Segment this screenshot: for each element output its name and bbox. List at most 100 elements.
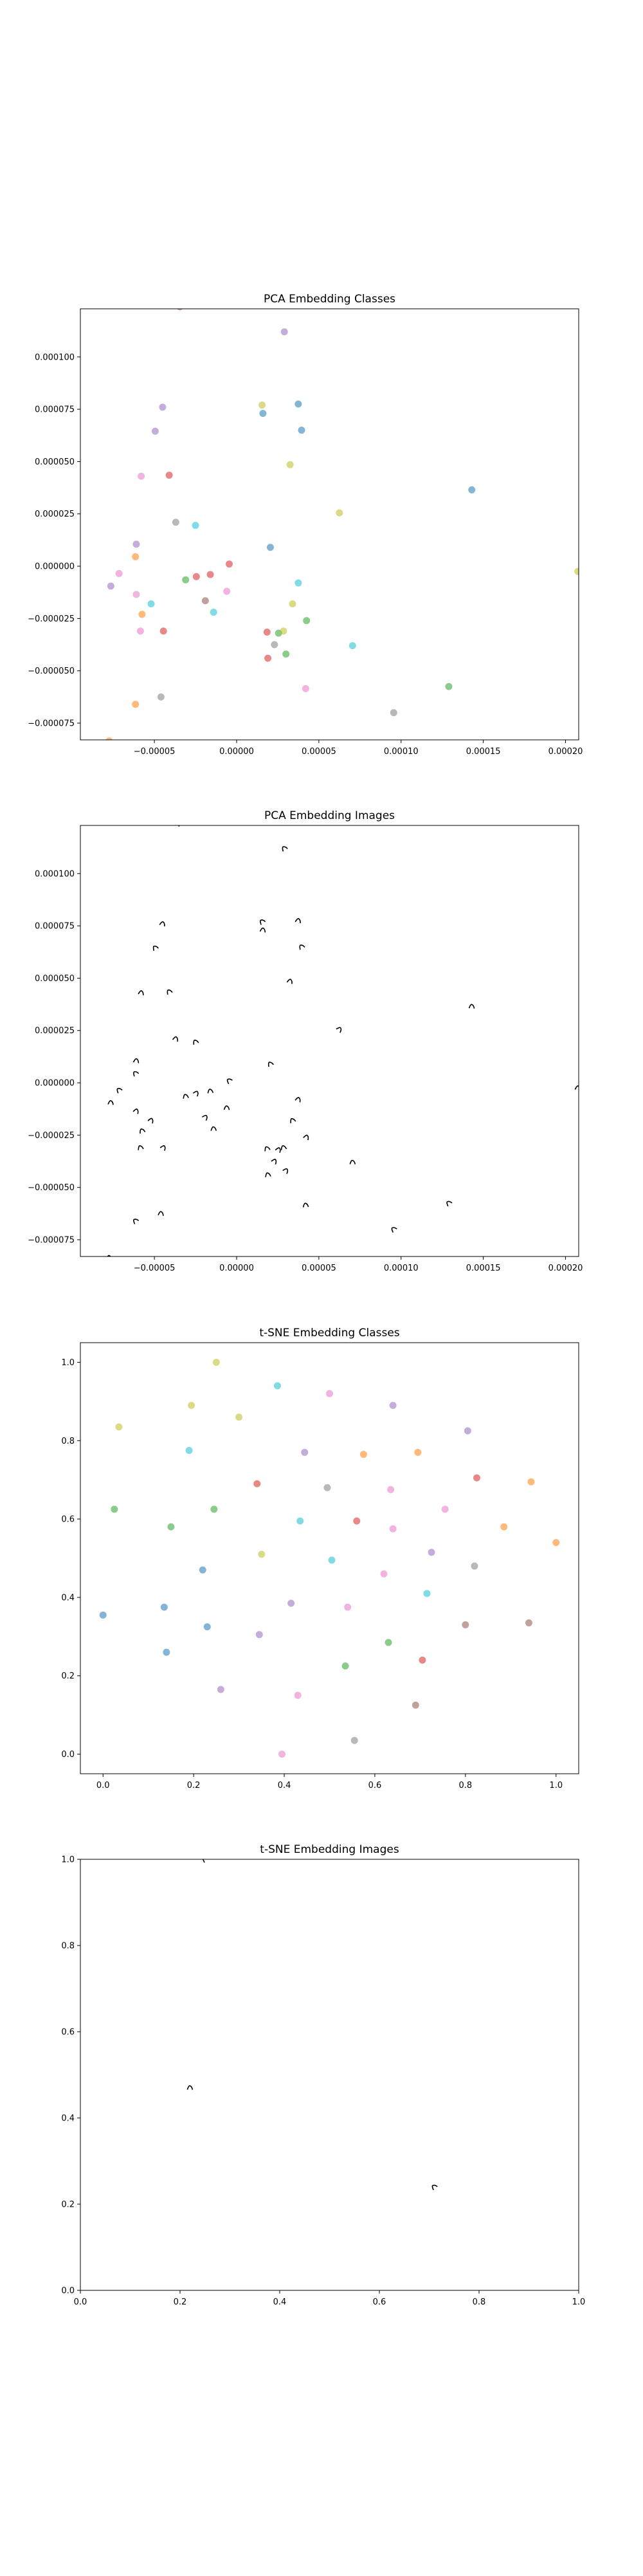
tsne-classes-point [273, 1382, 281, 1390]
tsne-classes-point [160, 1603, 168, 1611]
pca-images-image-thumbnail [138, 1145, 144, 1150]
tsne-classes-y-tick-label: 0.2 [61, 1671, 75, 1681]
pca-images-image-stroke [267, 1062, 274, 1067]
tsne-images-y-tick-label: 1.0 [61, 1855, 75, 1865]
pca-images-title: PCA Embedding Images [264, 809, 395, 822]
tsne-images-image-thumbnail [431, 2184, 438, 2191]
pca-images-panel: PCA Embedding Images −0.00005 0.00000 0.000… [28, 809, 583, 1273]
pca-images-image-stroke [336, 1027, 342, 1033]
tsne-classes-point [294, 1691, 302, 1699]
pca-classes-x-tick-label: 0.00005 [302, 747, 336, 757]
pca-images-image-thumbnail [201, 1114, 208, 1121]
tsne-classes-point [253, 1480, 261, 1487]
pca-images-image-stroke [446, 1201, 453, 1207]
pca-classes-point [294, 579, 302, 587]
pca-images-image-stroke [147, 1118, 154, 1124]
pca-classes-y-tick-label: −0.000025 [28, 614, 75, 624]
pca-classes-x-tick-label: −0.00005 [134, 747, 176, 757]
pca-images-image-thumbnail [192, 1090, 199, 1097]
pca-classes-point [390, 709, 397, 717]
tsne-classes-x-tick-label: 0.2 [187, 1781, 201, 1790]
tsne-classes-x-tick-label: 1.0 [549, 1781, 563, 1790]
pca-images-y-tick-label: −0.000050 [28, 1183, 75, 1193]
tsne-classes-point [385, 1639, 392, 1646]
pca-images-image-thumbnail [140, 1128, 146, 1134]
pca-classes-point [223, 587, 231, 595]
tsne-classes-point [389, 1525, 397, 1532]
pca-classes-title: PCA Embedding Classes [264, 293, 395, 306]
pca-images-image-thumbnail [107, 1099, 114, 1105]
pca-images-image-stroke [152, 945, 159, 952]
pca-images-image-thumbnail [158, 1211, 164, 1216]
pca-images-image-stroke [303, 1134, 309, 1141]
pca-images-image-stroke [193, 1040, 199, 1045]
tsne-classes-point [115, 1423, 123, 1431]
pca-images-image-stroke [280, 1145, 287, 1150]
pca-classes-point [201, 597, 209, 605]
pca-images-image-stroke [259, 927, 266, 933]
pca-images-image-stroke [210, 1126, 217, 1131]
pca-images-image-stroke [264, 1146, 271, 1152]
pca-images-image-thumbnail [267, 1062, 274, 1067]
pca-classes-point [159, 403, 167, 411]
pca-classes-point [298, 427, 305, 434]
tsne-classes-point [341, 1662, 349, 1670]
pca-images-image-thumbnail [183, 1094, 189, 1099]
pca-classes-point [302, 685, 309, 692]
pca-images-y-tick-label: 0.000000 [35, 1079, 75, 1089]
pca-classes-point [107, 582, 114, 590]
pca-classes-point [132, 701, 140, 708]
pca-images-x-tick-label: −0.00005 [134, 1264, 176, 1273]
pca-images-image-thumbnail [299, 944, 305, 950]
tsne-classes-title: t-SNE Embedding Classes [259, 1327, 399, 1339]
pca-images-image-thumbnail [159, 921, 165, 927]
tsne-classes-point [99, 1611, 107, 1619]
pca-images-x-tick-label: 0.00010 [384, 1264, 419, 1273]
pca-images-image-stroke [574, 1085, 579, 1090]
pca-classes-point [271, 641, 278, 649]
pca-images-image-thumbnail [294, 1097, 301, 1103]
tsne-images-x-tick-label: 0.0 [74, 2297, 87, 2307]
pca-images-image-stroke [158, 1211, 164, 1216]
pca-images-image-stroke [192, 1090, 199, 1097]
pca-images-y-tick-label: 0.000050 [35, 974, 75, 984]
pca-images-image-thumbnail [152, 945, 159, 952]
pca-classes-point [280, 328, 288, 336]
pca-images-image-stroke [159, 1145, 166, 1151]
pca-images-image-stroke [138, 990, 144, 996]
tsne-images-y-tick-label: 0.6 [61, 2028, 75, 2038]
tsne-images-y-tick-label: 0.4 [61, 2114, 75, 2124]
pca-images-axes-frame [80, 825, 579, 1257]
tsne-images-x-tick-label: 0.8 [473, 2297, 486, 2307]
tsne-classes-point [217, 1686, 224, 1693]
tsne-classes-point [296, 1517, 304, 1525]
tsne-classes-point [527, 1478, 535, 1486]
pca-classes-point [132, 553, 140, 560]
tsne-classes-point [235, 1413, 243, 1421]
pca-classes-point [147, 600, 155, 608]
pca-classes-point [445, 683, 453, 690]
pca-images-image-thumbnail [391, 1227, 397, 1233]
pca-classes-x-tick-label: 0.00010 [384, 747, 419, 757]
pca-classes-y-tick-label: 0.000075 [35, 405, 75, 415]
pca-images-image-stroke [391, 1227, 397, 1233]
tsne-classes-point [255, 1631, 263, 1639]
pca-images-image-thumbnail [260, 919, 266, 925]
pca-images-image-stroke [468, 1004, 475, 1009]
pca-classes-point [294, 400, 302, 408]
tsne-classes-y-tick-label: 1.0 [61, 1358, 75, 1368]
tsne-images-axes-frame [80, 1859, 579, 2291]
pca-classes-point [289, 600, 296, 608]
tsne-classes-axes-frame [80, 1342, 579, 1774]
tsne-classes-point [278, 1751, 286, 1758]
tsne-images-x-tick-label: 0.2 [174, 2297, 187, 2307]
tsne-classes-point [389, 1401, 397, 1409]
pca-images-image-thumbnail [226, 1078, 233, 1085]
pca-classes-point [165, 472, 173, 479]
pca-images-image-thumbnail [264, 1146, 271, 1152]
pca-images-image-thumbnail [132, 1058, 140, 1063]
pca-classes-point [136, 627, 144, 635]
pca-classes-point [157, 693, 165, 701]
tsne-classes-point [353, 1517, 361, 1525]
